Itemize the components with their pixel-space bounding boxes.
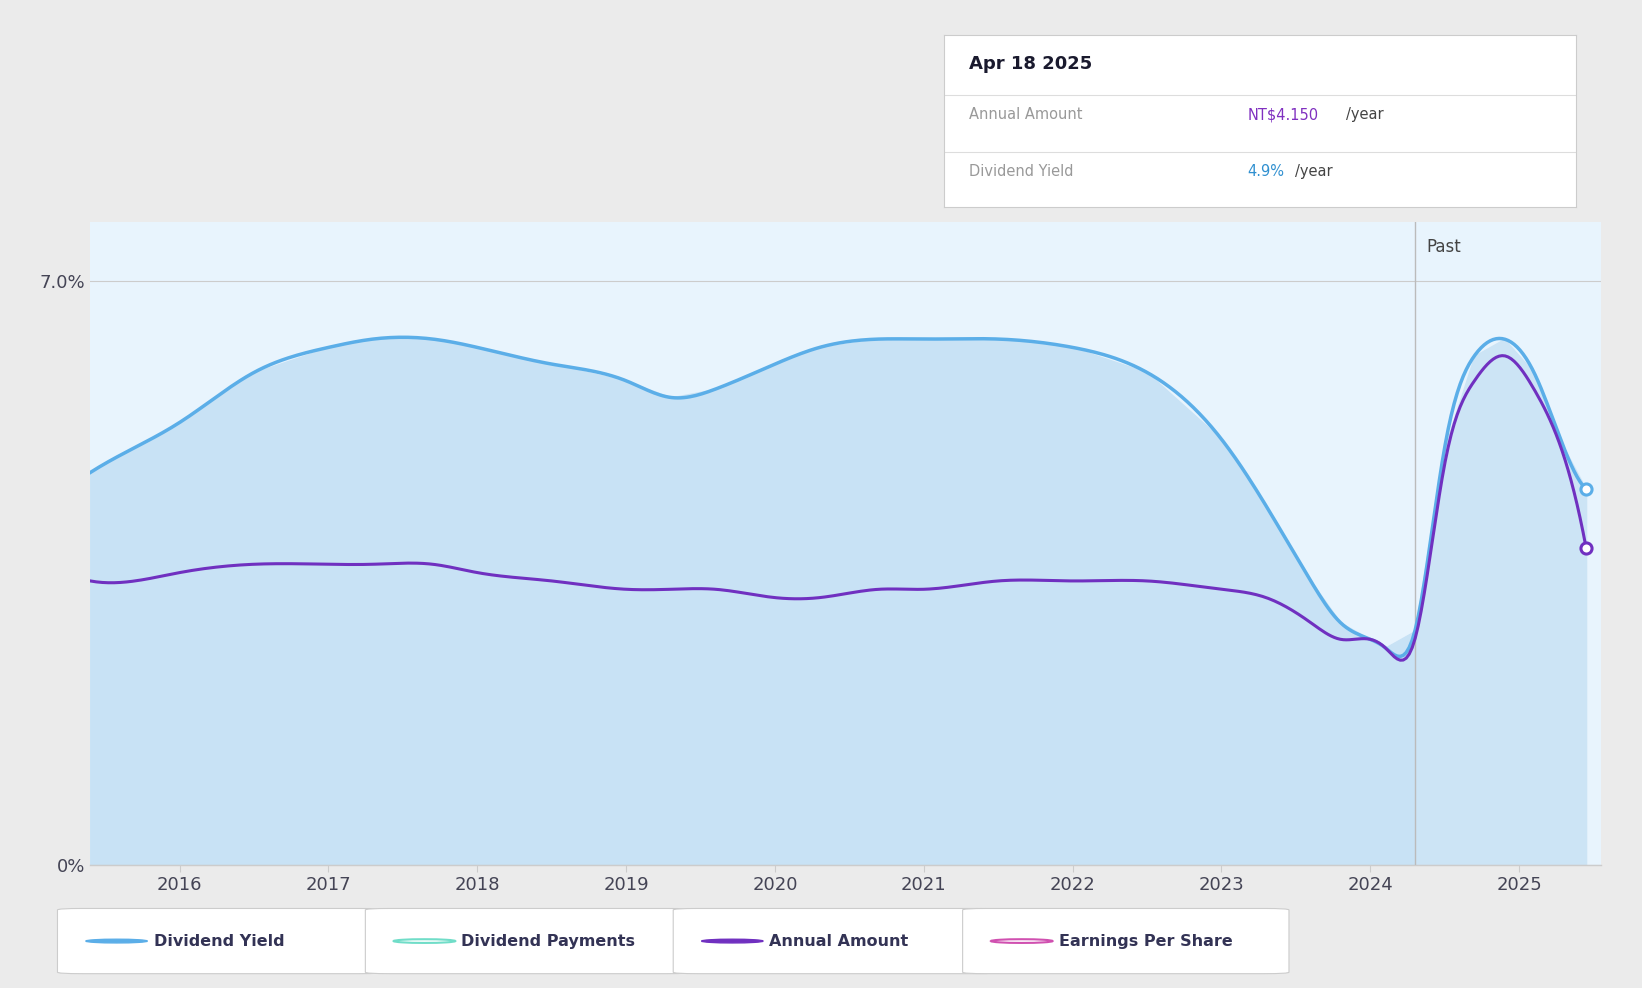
Text: Dividend Yield: Dividend Yield: [154, 934, 284, 948]
Circle shape: [85, 940, 148, 943]
Circle shape: [701, 940, 764, 943]
Text: Past: Past: [1427, 238, 1461, 256]
FancyBboxPatch shape: [673, 909, 1000, 974]
Text: Apr 18 2025: Apr 18 2025: [969, 55, 1092, 73]
Text: /year: /year: [1345, 108, 1383, 123]
Text: Dividend Yield: Dividend Yield: [969, 164, 1074, 179]
Text: NT$4.150: NT$4.150: [1248, 108, 1319, 123]
Text: Annual Amount: Annual Amount: [770, 934, 908, 948]
Circle shape: [394, 940, 455, 943]
Text: Earnings Per Share: Earnings Per Share: [1059, 934, 1233, 948]
Circle shape: [992, 940, 1053, 943]
FancyBboxPatch shape: [57, 909, 384, 974]
Text: /year: /year: [1296, 164, 1333, 179]
FancyBboxPatch shape: [366, 909, 691, 974]
FancyBboxPatch shape: [962, 909, 1289, 974]
Text: 4.9%: 4.9%: [1248, 164, 1284, 179]
Text: Annual Amount: Annual Amount: [969, 108, 1084, 123]
Text: Dividend Payments: Dividend Payments: [461, 934, 635, 948]
